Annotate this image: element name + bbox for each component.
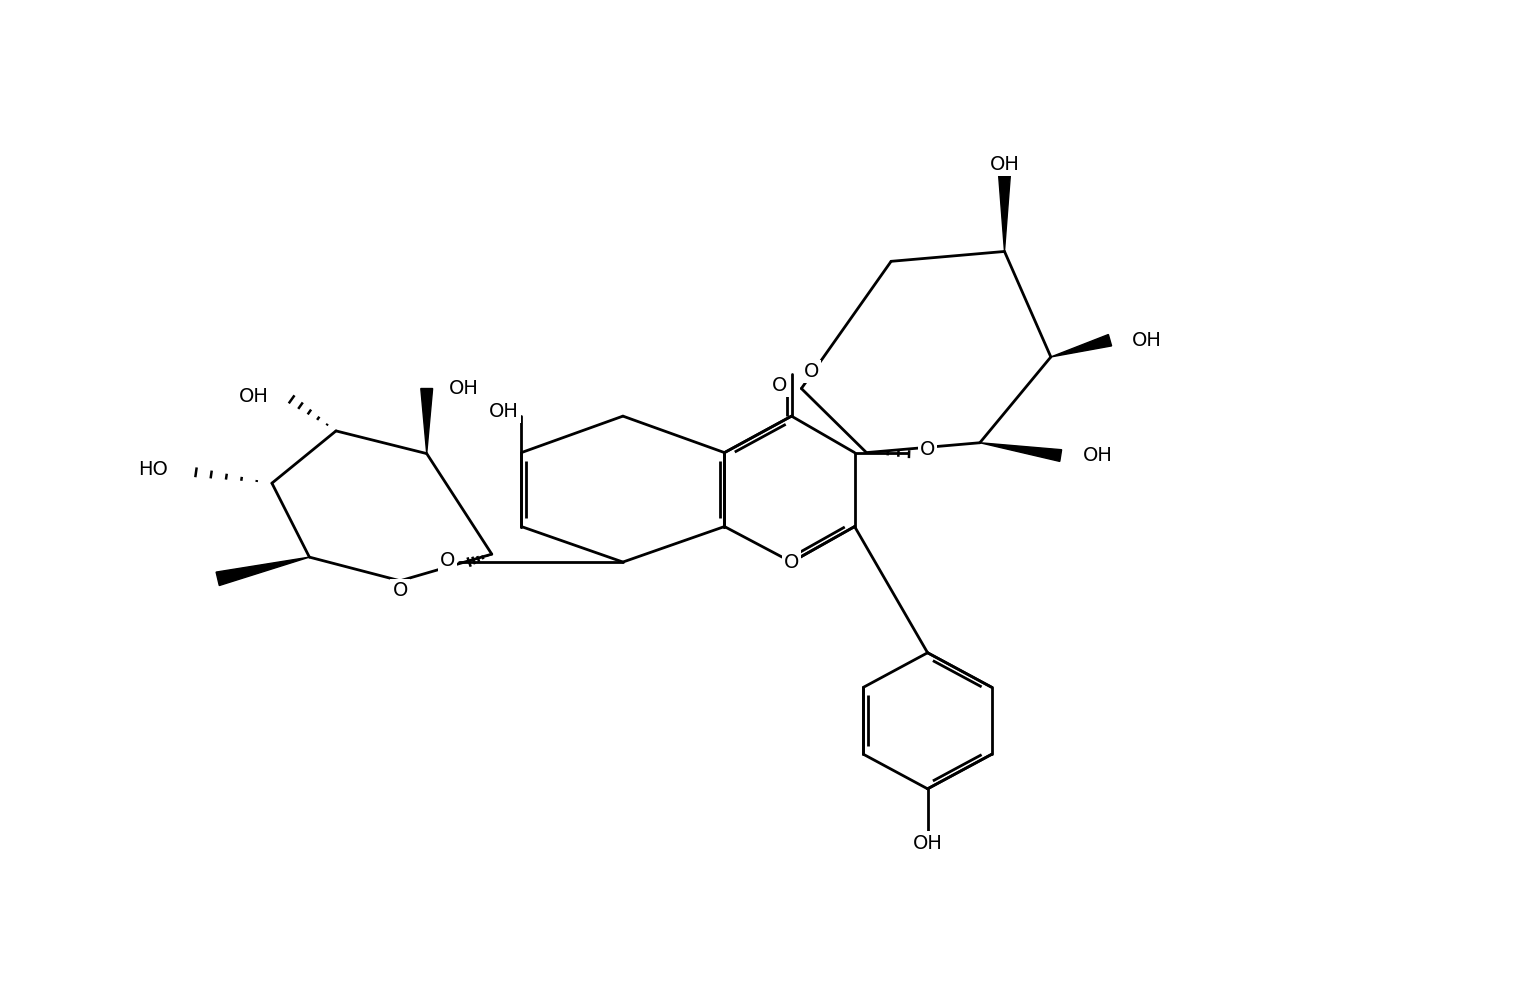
Polygon shape xyxy=(999,174,1010,251)
Text: O: O xyxy=(393,581,408,600)
Polygon shape xyxy=(1051,335,1111,357)
Text: O: O xyxy=(784,552,799,571)
Text: OH: OH xyxy=(240,387,268,406)
Text: OH: OH xyxy=(488,402,518,421)
Text: O: O xyxy=(803,362,819,381)
Text: OH: OH xyxy=(1082,446,1113,465)
Text: O: O xyxy=(772,376,788,395)
Text: OH: OH xyxy=(1131,331,1161,349)
Text: OH: OH xyxy=(913,834,943,852)
Text: O: O xyxy=(440,550,455,569)
Text: OH: OH xyxy=(449,379,478,398)
Polygon shape xyxy=(217,557,309,585)
Text: OH: OH xyxy=(990,155,1019,174)
Polygon shape xyxy=(979,443,1061,461)
Text: O: O xyxy=(920,441,935,459)
Polygon shape xyxy=(421,388,432,453)
Text: HO: HO xyxy=(138,460,168,479)
